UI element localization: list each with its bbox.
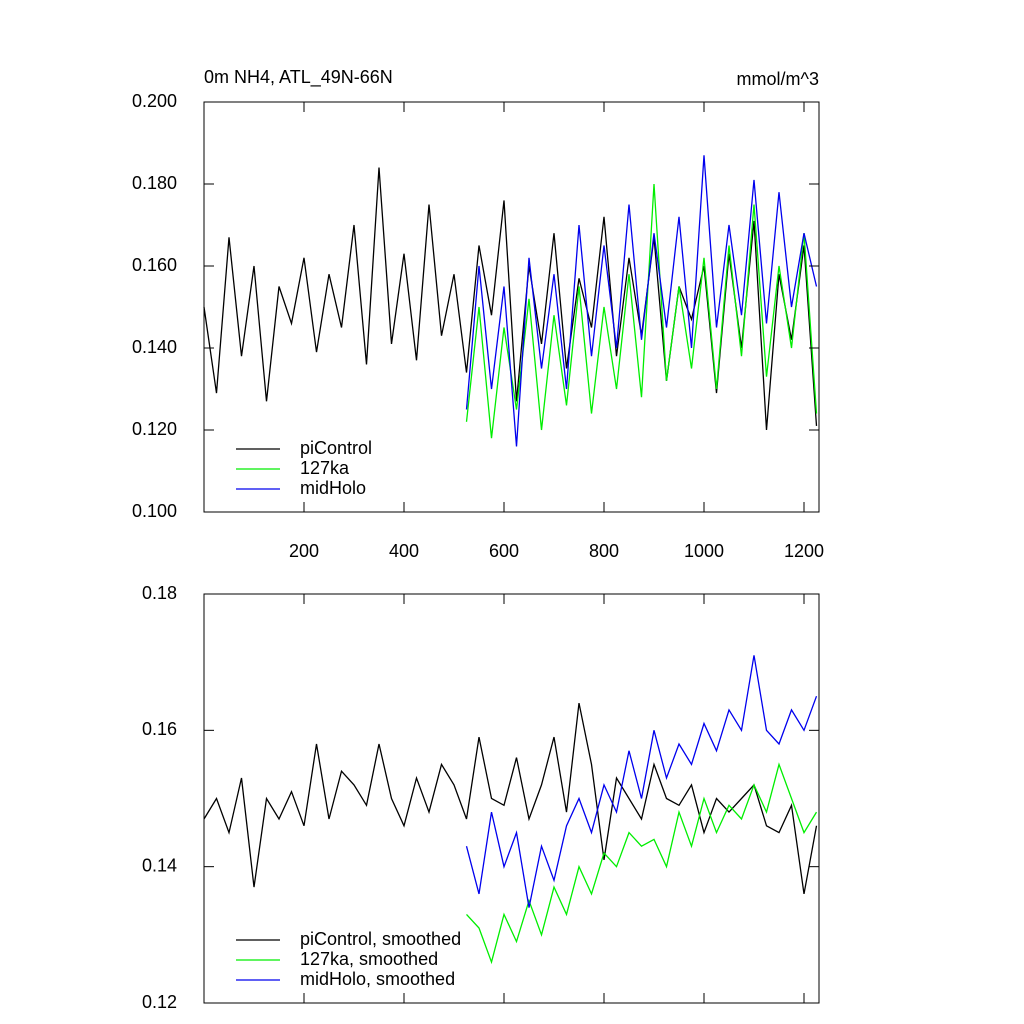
chart-title: 0m NH4, ATL_49N-66N — [204, 67, 393, 88]
series-line — [465, 183, 818, 439]
series-line — [466, 762, 818, 965]
x-tick-label: 1200 — [784, 541, 824, 561]
series-line — [465, 155, 818, 447]
y-tick-label: 0.160 — [132, 255, 177, 275]
x-tick-label: 1000 — [684, 541, 724, 561]
y-tick-label: 0.100 — [132, 501, 177, 521]
x-tick-label: 200 — [289, 541, 319, 561]
y-tick-label: 0.14 — [142, 855, 177, 875]
y-tick-label: 0.12 — [142, 992, 177, 1012]
x-tick-label: 400 — [389, 541, 419, 561]
units-label: mmol/m^3 — [737, 69, 819, 89]
x-tick-label: 800 — [589, 541, 619, 561]
legend-label: 127ka, smoothed — [300, 949, 438, 969]
legend-label: midHolo — [300, 478, 366, 498]
y-tick-label: 0.180 — [132, 173, 177, 193]
plot-frame — [203, 593, 820, 1004]
y-tick-label: 0.18 — [142, 583, 177, 603]
y-tick-label: 0.200 — [132, 91, 177, 111]
y-tick-label: 0.16 — [142, 719, 177, 739]
y-tick-label: 0.140 — [132, 337, 177, 357]
series-line — [203, 702, 818, 895]
plot-frame — [203, 101, 820, 513]
legend-label: piControl, smoothed — [300, 929, 461, 949]
legend-label: 127ka — [300, 458, 350, 478]
legend-label: piControl — [300, 438, 372, 458]
legend-label: midHolo, smoothed — [300, 969, 455, 989]
series-line — [465, 655, 818, 908]
y-tick-label: 0.120 — [132, 419, 177, 439]
x-tick-label: 600 — [489, 541, 519, 561]
